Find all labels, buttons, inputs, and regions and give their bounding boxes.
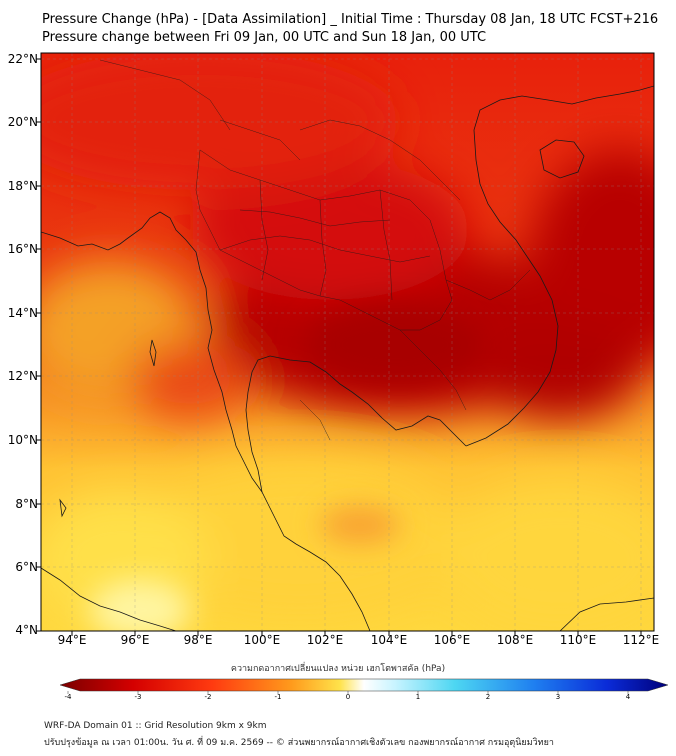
lon-tick-label: 100°E: [243, 633, 281, 647]
lon-tick-label: 108°E: [496, 633, 534, 647]
colorbar-tick-label: 3: [555, 693, 561, 701]
axis-tick-marks: [36, 58, 642, 636]
colorbar-tick-label: -3: [134, 693, 142, 701]
lat-tick-label: 14°N: [7, 306, 38, 320]
lon-tick-label: 112°E: [622, 633, 660, 647]
model-info: WRF-DA Domain 01 :: Grid Resolution 9km …: [44, 721, 267, 731]
lat-tick-label: 12°N: [7, 369, 38, 383]
colorbar-gradient: [59, 678, 669, 692]
graticule: [41, 53, 654, 631]
colorbar-tick-label: -2: [204, 693, 212, 701]
coastlines: [41, 85, 654, 631]
admin-borders: [99, 59, 531, 441]
lat-tick-label: 18°N: [7, 179, 38, 193]
colorbar-ticks: [67, 691, 629, 694]
lon-tick-label: 102°E: [306, 633, 344, 647]
map-frame: [40, 52, 655, 632]
lon-tick-label: 110°E: [559, 633, 597, 647]
colorbar-tick-label: -1: [274, 693, 282, 701]
lon-tick-label: 94°E: [57, 633, 87, 647]
colorbar-label: ความกดอากาศเปลี่ยนแปลง หน่วย เฮกโตพาสคัล…: [230, 664, 446, 674]
lat-tick-label: 16°N: [7, 242, 38, 256]
pressure-field: [41, 53, 654, 631]
lat-tick-label: 10°N: [7, 433, 38, 447]
update-credit: ปรับปรุงข้อมูล ณ เวลา 01:00น. วัน ศ. ที่…: [44, 738, 554, 748]
lat-tick-label: 20°N: [7, 115, 38, 129]
chart-subtitle: Pressure change between Fri 09 Jan, 00 U…: [42, 30, 487, 45]
colorbar-tick-label: 1: [415, 693, 421, 701]
lat-tick-label: 22°N: [7, 52, 38, 66]
colorbar-tick-label: 0: [345, 693, 351, 701]
colorbar-tick-label: 2: [485, 693, 491, 701]
chart-title: Pressure Change (hPa) - [Data Assimilati…: [42, 12, 659, 27]
lat-tick-label: 6°N: [15, 560, 38, 574]
lat-tick-label: 8°N: [15, 497, 38, 511]
lon-tick-label: 98°E: [183, 633, 213, 647]
colorbar: [59, 678, 669, 694]
lon-tick-label: 104°E: [370, 633, 408, 647]
lon-tick-label: 106°E: [433, 633, 471, 647]
colorbar-tick-label: 4: [625, 693, 631, 701]
lon-tick-label: 96°E: [120, 633, 150, 647]
lat-tick-label: 4°N: [15, 623, 38, 637]
colorbar-tick-label: -4: [64, 693, 72, 701]
